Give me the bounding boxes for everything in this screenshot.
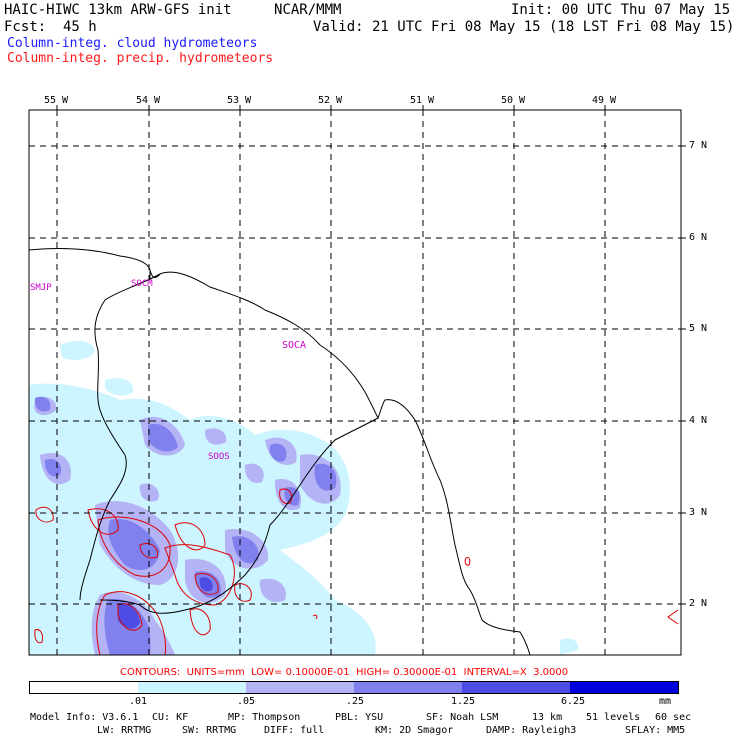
colorbar-segment	[30, 682, 138, 693]
map-frame	[28, 109, 682, 656]
colorbar-tick-label: 6.25	[561, 696, 586, 707]
colorbar-segment	[354, 682, 462, 693]
station-label: SOCM	[131, 279, 153, 289]
model-sw: SW: RRTMG	[182, 725, 237, 736]
colorbar-segment	[138, 682, 246, 693]
station-label: SOOS	[208, 452, 230, 462]
forecast-hour: 45 h	[63, 19, 97, 35]
colorbar	[29, 681, 679, 694]
model-info: Model Info: V3.6.1	[30, 712, 139, 723]
contours-note: CONTOURS: UNITS=mm LOW= 0.10000E-01 HIGH…	[120, 667, 569, 678]
lon-label: 51 W	[410, 95, 435, 106]
model-pbl: PBL: YSU	[335, 712, 384, 723]
legend-cloud-hydrometeors: Column-integ. cloud hydrometeors	[7, 36, 258, 51]
colorbar-units: mm	[659, 696, 672, 707]
lat-label: 2 N	[689, 598, 708, 609]
model-cu: CU: KF	[152, 712, 189, 723]
model-resolution: 13 km	[532, 712, 563, 723]
station-label: SOCA	[282, 340, 307, 351]
graticule	[29, 110, 681, 655]
lat-label: 4 N	[689, 415, 708, 426]
lon-label: 53 W	[227, 95, 252, 106]
colorbar-segment	[570, 682, 678, 693]
valid-time: Valid: 21 UTC Fri 08 May 15 (18 LST Fri …	[313, 19, 735, 35]
model-km: KM: 2D Smagor	[375, 725, 454, 736]
lat-label: 3 N	[689, 507, 708, 518]
colorbar-tick-label: .05	[237, 696, 256, 707]
lon-label: 54 W	[136, 95, 161, 106]
model-sflay: SFLAY: MM5	[625, 725, 686, 736]
colorbar-tick-label: .25	[346, 696, 365, 707]
forecast-label: Fcst:	[4, 19, 47, 35]
organization-label: NCAR/MMM	[274, 2, 342, 18]
legend-precip-hydrometeors: Column-integ. precip. hydrometeors	[7, 51, 274, 66]
lon-label: 55 W	[44, 95, 69, 106]
colorbar-tick-label: 1.25	[451, 696, 476, 707]
lon-label: 52 W	[318, 95, 343, 106]
cloud-shading-core	[118, 577, 213, 629]
lon-label: 49 W	[592, 95, 617, 106]
axis-ticks	[56, 105, 686, 605]
model-timestep: 60 sec	[655, 712, 692, 723]
model-damp: DAMP: Rayleigh3	[486, 725, 577, 736]
precip-contours	[34, 488, 679, 655]
lon-label: 50 W	[501, 95, 526, 106]
coastline	[29, 247, 531, 655]
model-mp: MP: Thompson	[228, 712, 301, 723]
model-diff: DIFF: full	[264, 725, 325, 736]
model-levels: 51 levels	[586, 712, 641, 723]
init-time: Init: 00 UTC Thu 07 May 15	[511, 2, 731, 18]
lat-label: 7 N	[689, 140, 708, 151]
colorbar-segment	[246, 682, 354, 693]
model-sf: SF: Noah LSM	[426, 712, 499, 723]
model-title: HAIC-HIWC 13km ARW-GFS init	[4, 2, 232, 18]
station-label: SMJP	[30, 283, 52, 293]
model-lw: LW: RRTMG	[97, 725, 152, 736]
lat-label: 5 N	[689, 323, 708, 334]
lat-label: 6 N	[689, 232, 708, 243]
colorbar-segment	[462, 682, 570, 693]
colorbar-tick-label: .01	[129, 696, 148, 707]
